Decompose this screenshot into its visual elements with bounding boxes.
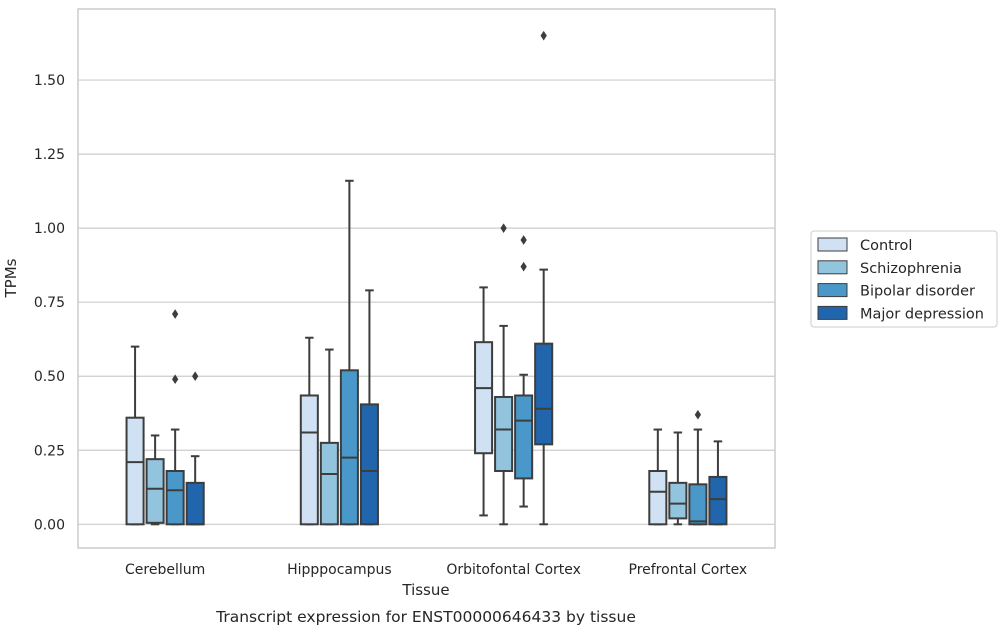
legend-frame (810, 230, 998, 328)
outlier-point (694, 409, 702, 420)
outlier-point (192, 371, 199, 382)
iqr-box (494, 395, 514, 473)
x-tick-label: Orbitofontal Cortex (446, 562, 581, 578)
legend-label: Control (860, 238, 912, 254)
outlier-point (520, 261, 527, 272)
y-tick-label: 0.75 (34, 295, 65, 311)
iqr-box (534, 342, 554, 446)
x-tick-label: Cerebellum (125, 562, 205, 578)
iqr-box (708, 475, 728, 526)
y-tick-label: 1.25 (34, 147, 65, 163)
box-series (125, 30, 728, 526)
box-bipolar-disorder (514, 235, 534, 508)
grid (78, 79, 775, 525)
y-axis-label: TPMs (2, 258, 20, 298)
outlier-point (171, 309, 179, 319)
box-control (648, 428, 668, 526)
y-tick-label: 1.50 (34, 73, 65, 89)
chart-caption: Transcript expression for ENST0000064643… (215, 608, 636, 626)
y-tick-label: 0.00 (34, 517, 65, 533)
iqr-box (474, 341, 494, 455)
legend-label: Major depression (860, 306, 984, 322)
iqr-box (185, 481, 205, 526)
plot-frame (77, 8, 776, 549)
legend-label: Bipolar disorder (860, 284, 975, 300)
iqr-box (668, 481, 688, 520)
iqr-box (514, 394, 534, 480)
box-bipolar-disorder (339, 179, 359, 526)
iqr-box (648, 470, 668, 526)
legend-item: Bipolar disorder (817, 283, 975, 300)
outlier-point (540, 30, 547, 41)
legend-item: Major depression (817, 305, 984, 322)
box-major-depression (534, 30, 554, 526)
x-axis-label: Tissue (401, 581, 449, 599)
outlier-point (171, 374, 179, 385)
box-control (125, 345, 145, 526)
y-tick-label: 1.00 (34, 221, 65, 237)
x-tick-label: Prefrontal Cortex (629, 562, 748, 578)
box-major-depression (359, 289, 379, 526)
iqr-box (339, 369, 359, 526)
iqr-box (299, 394, 319, 526)
box-schizophrenia (668, 431, 688, 526)
plot-border (77, 8, 776, 549)
iqr-box (145, 458, 165, 524)
box-schizophrenia (319, 348, 339, 526)
box-schizophrenia (494, 223, 514, 526)
legend-swatch (817, 260, 848, 275)
box-bipolar-disorder (165, 309, 185, 526)
iqr-box (359, 403, 379, 526)
x-tick-label: Hipppocampus (287, 562, 392, 578)
iqr-box (165, 470, 185, 526)
y-tick-label: 0.25 (34, 443, 65, 459)
box-control (474, 286, 494, 517)
box-major-depression (708, 440, 728, 526)
legend-swatch (817, 283, 848, 298)
legend-swatch (817, 237, 848, 252)
box-major-depression (185, 371, 205, 526)
box-bipolar-disorder (688, 409, 708, 526)
x-axis-ticks: Cerebellum Hipppocampus Orbitofontal Corte… (125, 562, 747, 578)
legend-swatch (817, 305, 848, 320)
box-control (299, 336, 319, 526)
iqr-box (125, 416, 145, 526)
iqr-box (688, 483, 708, 526)
legend-label: Schizophrenia (860, 261, 962, 277)
legend: Control Schizophrenia Bipolar disorder Majo… (810, 230, 998, 328)
box-schizophrenia (145, 434, 165, 526)
outlier-point (520, 235, 527, 245)
y-axis-ticks: 0.00 0.25 0.50 0.75 1.00 1.25 1.50 (34, 73, 65, 533)
legend-item: Control (817, 237, 912, 254)
outlier-point (500, 223, 507, 233)
y-tick-label: 0.50 (34, 369, 65, 385)
legend-item: Schizophrenia (817, 260, 962, 277)
iqr-box (319, 441, 339, 526)
